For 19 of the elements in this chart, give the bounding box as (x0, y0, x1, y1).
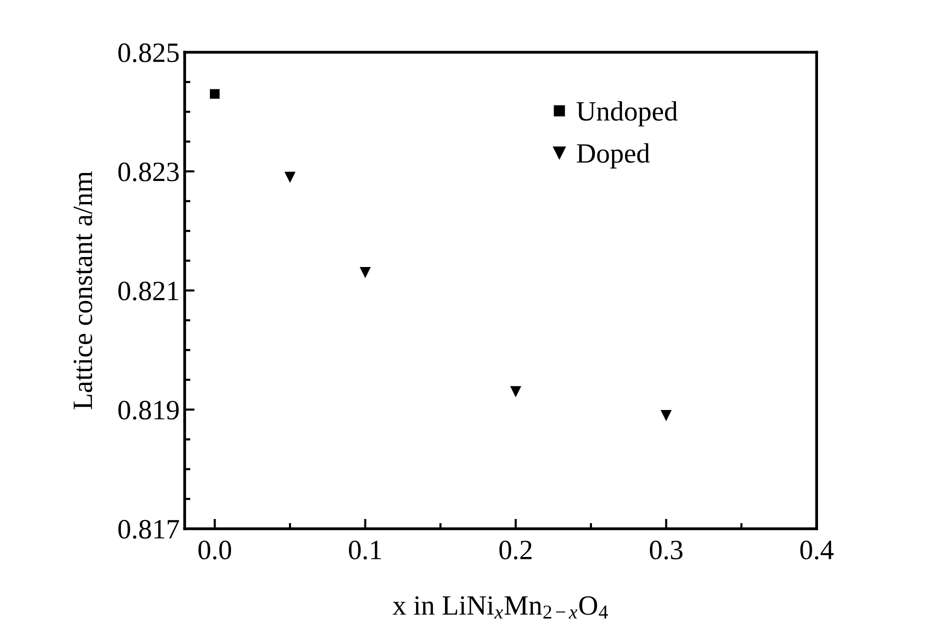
y-tick-label: 0.823 (118, 162, 179, 182)
legend-label: Doped (576, 143, 650, 168)
x-tick-label: 0.4 (800, 540, 834, 560)
point (210, 89, 220, 99)
x-tick-label: 0.2 (499, 540, 532, 560)
y-tick-label: 0.821 (118, 282, 178, 301)
y-tick-label: 0.819 (118, 400, 179, 420)
point (510, 386, 522, 398)
x-tick-label: 0.1 (348, 540, 381, 560)
legend-label: Undoped (576, 101, 678, 126)
y-tick-label: 0.817 (118, 520, 180, 539)
x-axis-title: x in LiNi$_{x}$Mn$_{2−x}$O$_{4}$ (392, 596, 608, 618)
point (284, 172, 296, 183)
point (360, 267, 371, 278)
x-tick-label: 0.3 (650, 540, 682, 560)
point (660, 410, 672, 422)
y-tick-label: 0.825 (118, 43, 179, 62)
x-tick-label: 0.0 (198, 540, 232, 560)
y-axis-title: Lattice constant a/nm (74, 171, 92, 410)
